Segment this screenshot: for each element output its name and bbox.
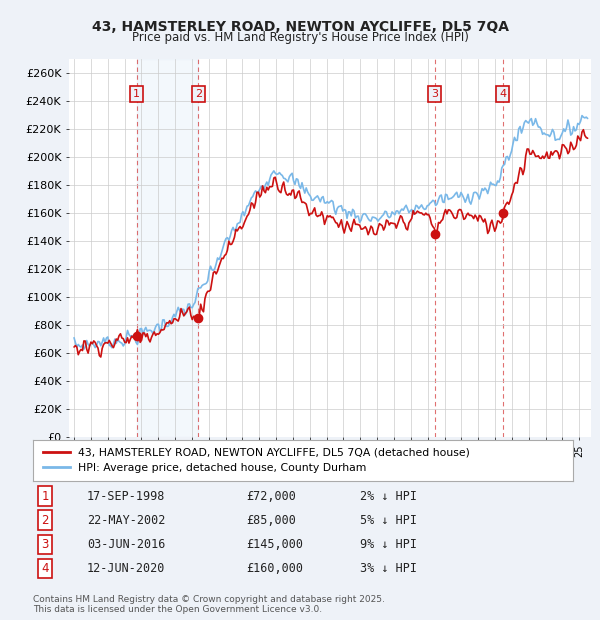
Text: Price paid vs. HM Land Registry's House Price Index (HPI): Price paid vs. HM Land Registry's House … xyxy=(131,31,469,44)
Text: This data is licensed under the Open Government Licence v3.0.: This data is licensed under the Open Gov… xyxy=(33,604,322,614)
Text: 4: 4 xyxy=(499,89,506,99)
Text: 22-MAY-2002: 22-MAY-2002 xyxy=(87,514,166,526)
Text: 9% ↓ HPI: 9% ↓ HPI xyxy=(360,538,417,551)
Text: £160,000: £160,000 xyxy=(246,562,303,575)
Text: 2: 2 xyxy=(195,89,202,99)
Text: 03-JUN-2016: 03-JUN-2016 xyxy=(87,538,166,551)
Text: 43, HAMSTERLEY ROAD, NEWTON AYCLIFFE, DL5 7QA: 43, HAMSTERLEY ROAD, NEWTON AYCLIFFE, DL… xyxy=(91,20,509,34)
Text: 3% ↓ HPI: 3% ↓ HPI xyxy=(360,562,417,575)
Text: 17-SEP-1998: 17-SEP-1998 xyxy=(87,490,166,502)
Text: 2% ↓ HPI: 2% ↓ HPI xyxy=(360,490,417,502)
Text: 2: 2 xyxy=(41,514,49,526)
Text: £145,000: £145,000 xyxy=(246,538,303,551)
Text: 1: 1 xyxy=(41,490,49,502)
Text: £85,000: £85,000 xyxy=(246,514,296,526)
Legend: 43, HAMSTERLEY ROAD, NEWTON AYCLIFFE, DL5 7QA (detached house), HPI: Average pri: 43, HAMSTERLEY ROAD, NEWTON AYCLIFFE, DL… xyxy=(38,443,475,477)
Bar xyxy=(137,59,199,437)
Text: 1: 1 xyxy=(133,89,140,99)
Text: 5% ↓ HPI: 5% ↓ HPI xyxy=(360,514,417,526)
Text: 3: 3 xyxy=(431,89,438,99)
Text: Contains HM Land Registry data © Crown copyright and database right 2025.: Contains HM Land Registry data © Crown c… xyxy=(33,595,385,604)
Text: 4: 4 xyxy=(41,562,49,575)
Text: 3: 3 xyxy=(41,538,49,551)
Text: 12-JUN-2020: 12-JUN-2020 xyxy=(87,562,166,575)
Text: £72,000: £72,000 xyxy=(246,490,296,502)
